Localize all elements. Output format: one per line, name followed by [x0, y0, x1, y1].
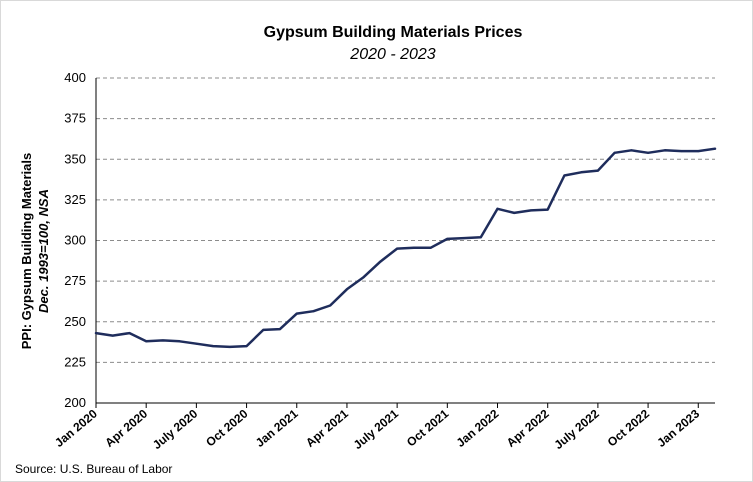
data-point — [663, 149, 666, 152]
data-point — [596, 169, 599, 172]
data-point — [161, 339, 164, 342]
data-point — [379, 260, 382, 263]
data-point — [563, 174, 566, 177]
data-point — [178, 340, 181, 343]
y-tick-label: 200 — [64, 395, 86, 410]
x-tick-label: Oct 2020 — [203, 406, 251, 449]
data-series — [94, 147, 717, 349]
data-point — [714, 147, 716, 150]
x-tick-label: Apr 2021 — [303, 406, 351, 450]
y-tick-label: 350 — [64, 151, 86, 166]
gridlines — [96, 77, 715, 363]
y-axis-sublabel: Dec. 1993=100, NSA — [36, 189, 51, 313]
y-axis-ticks: 200 225 250 275 300 325 350 375 400 — [64, 70, 86, 410]
x-tick-label: Oct 2022 — [605, 406, 653, 449]
y-axis-label: PPI: Gypsum Building Materials — [19, 153, 34, 349]
chart-subtitle: 2020 - 2023 — [349, 46, 436, 63]
chart-title: Gypsum Building Materials Prices — [264, 24, 523, 41]
y-tick-label: 375 — [64, 111, 86, 126]
x-axis-ticks: Jan 2020 Apr 2020 July 2020 Oct 2020 Jan 202… — [52, 403, 702, 452]
x-tick-label: Jan 2020 — [52, 406, 100, 450]
data-point — [680, 150, 683, 153]
x-tick-label: Jan 2021 — [253, 406, 301, 450]
data-point — [513, 211, 516, 214]
y-tick-label: 225 — [64, 354, 86, 369]
data-point — [446, 237, 449, 240]
data-point — [647, 151, 650, 154]
y-tick-label: 400 — [64, 70, 86, 85]
data-point — [145, 340, 148, 343]
data-point — [613, 151, 616, 154]
data-point — [496, 207, 499, 210]
data-point — [630, 149, 633, 152]
data-point — [295, 312, 298, 315]
data-point — [580, 171, 583, 174]
data-point — [529, 209, 532, 212]
x-tick-label: July 2021 — [351, 406, 402, 452]
source-note: Source: U.S. Bureau of Labor — [15, 462, 172, 476]
y-tick-label: 300 — [64, 233, 86, 248]
data-point — [362, 276, 365, 279]
data-point — [245, 345, 248, 348]
data-point — [429, 246, 432, 249]
data-point — [279, 328, 282, 331]
data-point — [111, 334, 114, 337]
x-tick-label: July 2020 — [150, 406, 201, 452]
x-tick-label: Apr 2022 — [504, 406, 552, 450]
data-point — [396, 247, 399, 250]
x-tick-label: Jan 2023 — [654, 406, 702, 450]
data-point — [697, 150, 700, 153]
axes — [95, 78, 715, 404]
x-tick-label: Apr 2020 — [102, 406, 150, 450]
data-point — [412, 246, 415, 249]
data-point — [329, 304, 332, 307]
data-point — [479, 236, 482, 239]
data-point — [95, 332, 97, 335]
data-point — [262, 328, 265, 331]
data-point — [195, 342, 198, 345]
data-point — [345, 288, 348, 291]
data-point — [228, 345, 231, 348]
data-point — [128, 332, 131, 335]
series-line — [94, 147, 717, 349]
data-point — [463, 237, 466, 240]
x-tick-label: Oct 2021 — [404, 406, 452, 449]
y-tick-label: 250 — [64, 314, 86, 329]
data-point — [312, 310, 315, 313]
x-tick-label: July 2022 — [551, 406, 602, 452]
x-tick-label: Jan 2022 — [454, 406, 502, 450]
data-point — [546, 208, 549, 211]
y-tick-label: 325 — [64, 192, 86, 207]
data-point — [212, 345, 215, 348]
y-tick-label: 275 — [64, 273, 86, 288]
